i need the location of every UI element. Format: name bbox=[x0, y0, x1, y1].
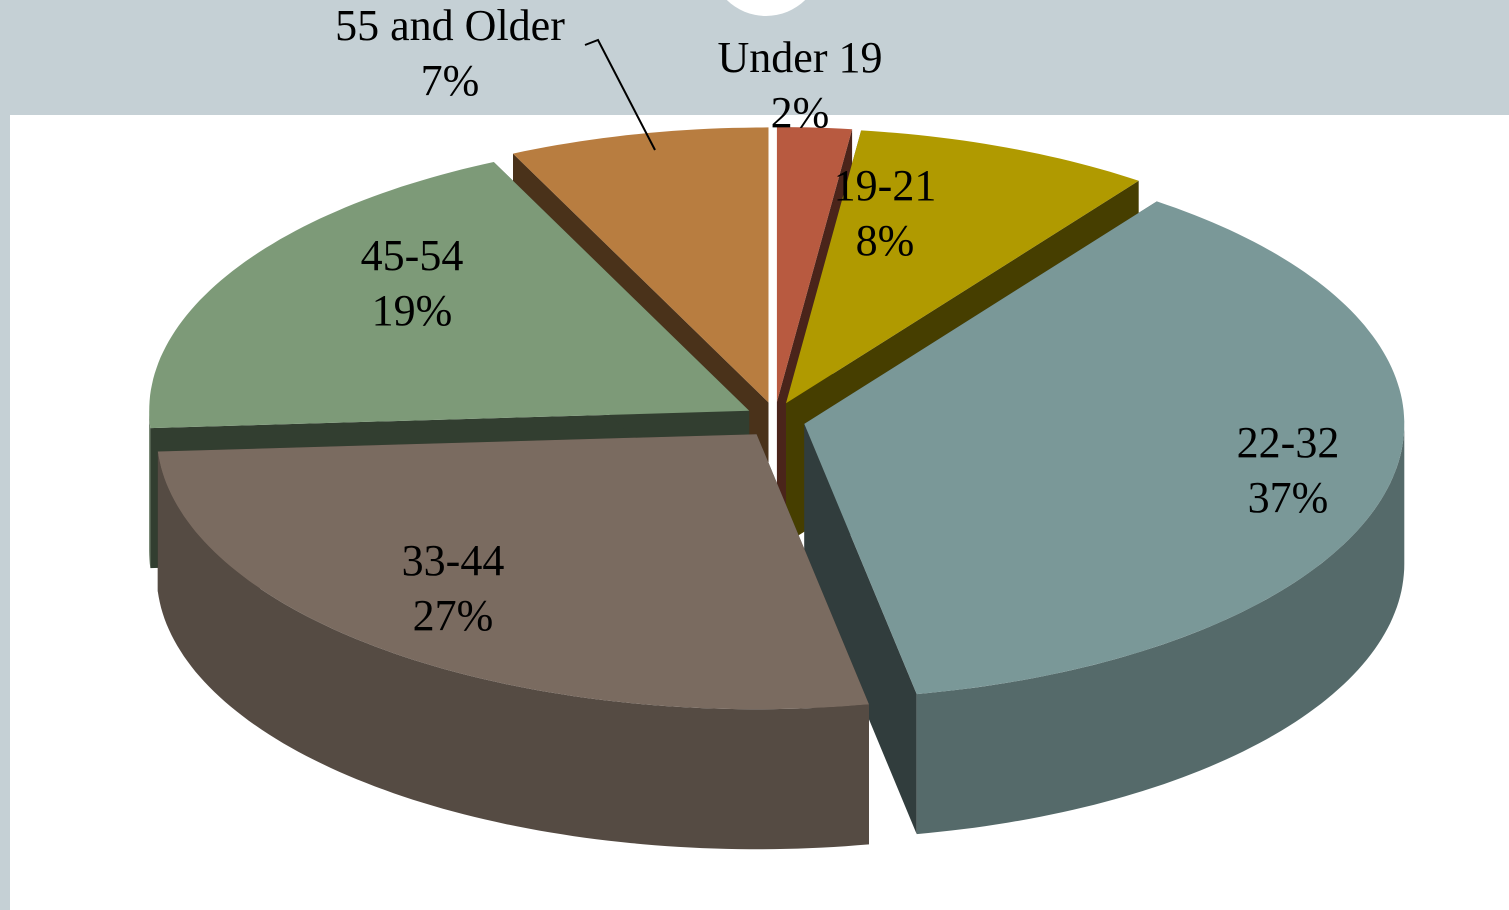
value-label: 2% bbox=[771, 88, 830, 137]
category-label: 45-54 bbox=[361, 231, 464, 280]
slice bbox=[804, 201, 1405, 695]
value-label: 37% bbox=[1248, 473, 1329, 522]
category-label: 22-32 bbox=[1237, 418, 1340, 467]
slice bbox=[157, 434, 870, 710]
left-band bbox=[0, 0, 10, 910]
slice bbox=[513, 127, 769, 403]
slice-wall bbox=[157, 451, 870, 850]
slice bbox=[149, 162, 750, 429]
category-label: 19-21 bbox=[834, 161, 937, 210]
slice bbox=[776, 127, 853, 402]
value-label: 7% bbox=[421, 56, 480, 105]
value-label: 19% bbox=[372, 286, 453, 335]
slice-side bbox=[804, 423, 917, 835]
slice bbox=[786, 130, 1139, 404]
value-label: 8% bbox=[856, 216, 915, 265]
leader-line bbox=[584, 38, 656, 151]
value-label: 27% bbox=[413, 591, 494, 640]
pie bbox=[149, 127, 1405, 850]
labels: Under 19 2%19-21 8% 22-32 37% 33-44 27% 45-54 19… bbox=[335, 1, 1339, 640]
slice-wall bbox=[149, 410, 151, 569]
header-circle bbox=[726, 0, 806, 16]
category-label: Under 19 bbox=[718, 33, 883, 82]
top-band bbox=[0, 0, 1509, 115]
category-label: 33-44 bbox=[402, 536, 505, 585]
category-label: 55 and Older bbox=[335, 1, 565, 50]
slice-wall bbox=[916, 423, 1405, 835]
